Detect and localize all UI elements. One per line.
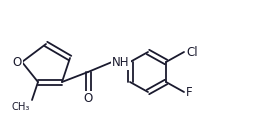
Text: NH: NH — [112, 55, 129, 68]
Text: F: F — [186, 85, 193, 99]
Text: Cl: Cl — [186, 45, 198, 58]
Text: O: O — [13, 55, 22, 68]
Text: O: O — [83, 92, 93, 105]
Text: CH₃: CH₃ — [12, 102, 30, 112]
